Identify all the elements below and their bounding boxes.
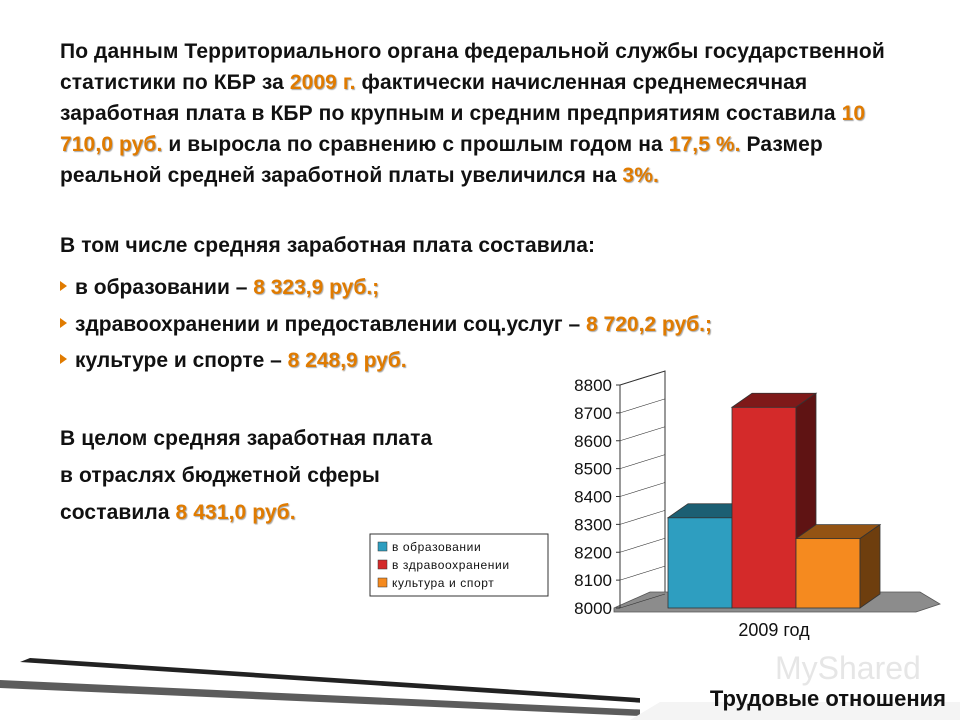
chart-legend — [369, 533, 549, 597]
summary-line-3: составила 8 431,0 руб. — [60, 494, 432, 531]
y-tick-label: 8600 — [574, 432, 612, 451]
bar-front-3 — [795, 538, 861, 609]
summary-line-2: в отраслях бюджетной сферы — [60, 464, 380, 487]
bar-front-2 — [731, 406, 797, 609]
summary-value: 8 431,0 руб. — [175, 501, 296, 524]
x-category-label: 2009 год — [738, 620, 810, 640]
y-tick-label: 8800 — [574, 376, 612, 395]
bullet-label: в образовании – — [75, 276, 254, 299]
y-grid-diagonal — [619, 370, 666, 386]
y-tick-label: 8000 — [574, 599, 612, 618]
y-tick-label: 8400 — [574, 488, 612, 507]
y-grid-diagonal — [619, 537, 666, 553]
y-grid-diagonal — [619, 510, 666, 525]
legend-label-2: в здравоохранении — [392, 558, 510, 572]
y-tick-label: 8500 — [574, 460, 612, 479]
main-paragraph: По данным Территориального органа федера… — [60, 36, 920, 191]
watermark-text: MyShared — [775, 650, 921, 686]
bar-front-1 — [667, 517, 733, 609]
legend-swatch-2 — [377, 559, 388, 570]
para-text-3: и выросла по сравнению с прошлым годом н… — [162, 133, 669, 156]
bullet-label: культуре и спорте – — [75, 349, 288, 372]
para-text-4: Размер реальной средней заработной платы… — [60, 133, 823, 187]
year-value: 2009 г. — [289, 71, 356, 94]
salary-bar-chart: 8000 8100 8200 8300 8400 8500 8600 8700 8800 2009… — [369, 370, 941, 640]
salary-value: 10 710,0 руб. — [60, 102, 866, 156]
para-text-2: фактически начисленная среднемесячная за… — [60, 71, 842, 125]
dark-streak — [20, 658, 670, 704]
legend-swatch-1 — [377, 541, 388, 552]
bullet-value: 8 720,2 руб.; — [586, 313, 712, 336]
legend-label-3: культура и спорт — [392, 576, 494, 590]
y-tick-label: 8200 — [574, 543, 612, 562]
y-grid-diagonal — [619, 482, 666, 497]
y-tick-label: 8300 — [574, 515, 612, 534]
y-tick-label: 8100 — [574, 571, 612, 590]
bullet-arrow-icon — [60, 318, 67, 329]
y-grid-diagonal — [619, 593, 666, 609]
bullet-label: здравоохранении и предоставлении соц.усл… — [75, 313, 587, 336]
bullet-value: 8 248,9 руб. — [287, 349, 407, 372]
growth-value: 17,5 %. — [668, 133, 741, 156]
bullet-education: в образовании – 8 323,9 руб.; — [60, 272, 379, 303]
bullet-arrow-icon — [60, 354, 67, 365]
bullet-culture: культуре и спорте – 8 248,9 руб. — [60, 345, 407, 376]
intro-line: В том числе средняя заработная плата сос… — [60, 234, 596, 257]
y-grid-diagonal — [619, 426, 666, 442]
bottom-decoration — [0, 640, 960, 720]
y-grid-diagonal — [619, 565, 666, 581]
bullet-health: здравоохранении и предоставлении соц.усл… — [60, 309, 712, 340]
bullet-arrow-icon — [60, 281, 67, 292]
legend-swatch-3 — [377, 577, 388, 588]
y-grid-diagonal — [619, 398, 666, 414]
summary-line-1: В целом средняя заработная плата — [60, 427, 433, 450]
bullet-value: 8 323,9 руб.; — [253, 276, 380, 299]
y-tick-label: 8700 — [574, 404, 612, 423]
y-grid-diagonal — [619, 454, 666, 469]
para-text-1: По данным Территориального органа федера… — [60, 40, 885, 94]
summary-line-3-text: составила — [60, 501, 176, 524]
bar-side-3 — [859, 523, 881, 609]
summary-block: В целом средняя заработная плата в отрас… — [60, 420, 432, 531]
real-growth-value: 3%. — [622, 164, 659, 187]
legend-label-1: в образовании — [392, 540, 481, 554]
footer-title: Трудовые отношения — [709, 686, 946, 711]
